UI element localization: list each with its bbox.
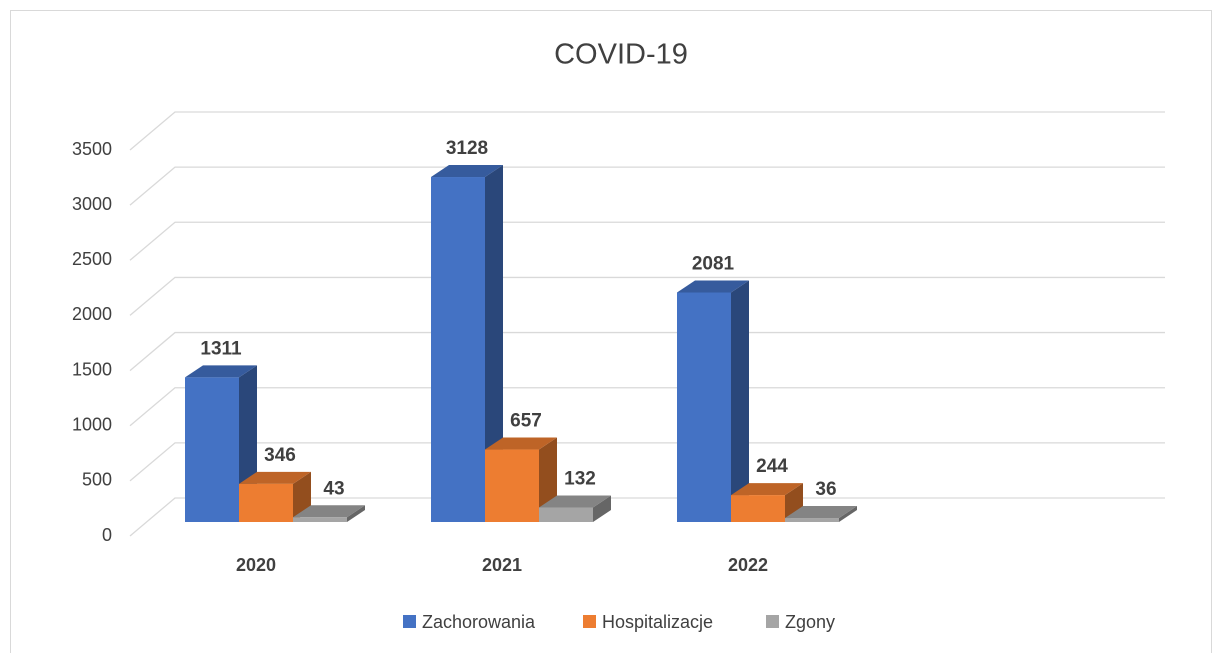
bar — [485, 437, 557, 522]
legend-label: Hospitalizacje — [602, 612, 713, 632]
bar-top — [539, 495, 611, 508]
data-label: 244 — [756, 456, 788, 477]
bar-front — [539, 507, 593, 522]
bar-top — [431, 165, 503, 178]
y-tick-label: 3500 — [72, 139, 112, 159]
grid-line — [129, 387, 1165, 427]
bar-side — [839, 506, 857, 522]
data-label: 132 — [564, 468, 596, 489]
chart-border — [10, 10, 1212, 653]
bar-front — [785, 518, 839, 522]
y-tick-label: 0 — [102, 525, 112, 545]
legend-label: Zachorowania — [422, 612, 536, 632]
grid-line — [129, 276, 1165, 316]
grid-line — [129, 166, 1165, 206]
bar — [731, 483, 803, 522]
data-label: 3128 — [446, 138, 488, 159]
bar-side — [731, 280, 749, 522]
data-label: 36 — [815, 479, 836, 500]
bar — [239, 471, 311, 522]
grid-line — [129, 221, 1165, 261]
bar-front — [731, 495, 785, 522]
bar-top — [293, 505, 365, 518]
grid-line — [129, 331, 1165, 372]
data-label: 1311 — [200, 338, 242, 359]
y-tick-label: 1500 — [72, 359, 112, 379]
data-label: 346 — [264, 445, 296, 466]
bar — [185, 365, 257, 522]
bar-front — [239, 483, 293, 522]
bar-front — [485, 449, 539, 522]
data-label: 2081 — [692, 254, 735, 275]
y-tick-label: 500 — [82, 470, 112, 490]
bar — [677, 280, 749, 522]
bar — [293, 505, 365, 522]
bar-top — [785, 506, 857, 519]
bar-front — [293, 517, 347, 522]
bar-front — [185, 377, 239, 522]
grid-line — [129, 442, 1165, 482]
legend-swatch — [766, 615, 779, 628]
legend-swatch — [403, 615, 416, 628]
bar-side — [347, 505, 365, 522]
y-tick-label: 3000 — [72, 194, 112, 214]
x-tick-label: 2021 — [482, 555, 522, 575]
x-tick-label: 2020 — [236, 555, 276, 575]
bar-top — [485, 437, 557, 450]
y-tick-label: 2500 — [72, 249, 112, 269]
y-tick-label: 2000 — [72, 304, 112, 324]
bar-side — [485, 165, 503, 522]
bar-front — [431, 177, 485, 522]
data-label: 43 — [323, 478, 344, 499]
grid-line — [129, 111, 1165, 151]
bar-top — [677, 280, 749, 293]
grid-line — [129, 497, 1165, 537]
bar-front — [677, 292, 731, 522]
bar-side — [593, 495, 611, 522]
bar-top — [731, 483, 803, 496]
legend-label: Zgony — [785, 612, 835, 632]
chart-title: COVID-19 — [554, 39, 688, 71]
bar-top — [239, 471, 311, 484]
bar — [431, 165, 503, 522]
bar — [539, 495, 611, 522]
y-tick-label: 1000 — [72, 414, 112, 434]
bar — [785, 506, 857, 522]
bar-top — [185, 365, 257, 378]
data-label: 657 — [510, 411, 542, 432]
x-tick-label: 2022 — [728, 555, 768, 575]
legend-swatch — [583, 615, 596, 628]
